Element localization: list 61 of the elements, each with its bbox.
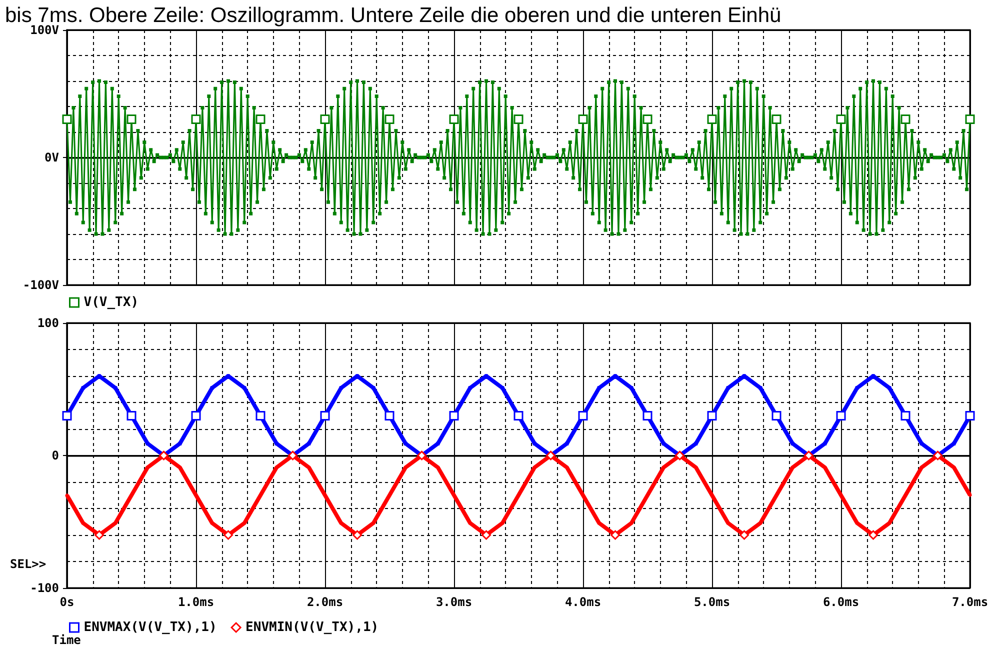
point	[224, 530, 233, 540]
point	[610, 530, 620, 540]
point	[81, 386, 85, 390]
point	[94, 530, 104, 540]
x-tick-label: 4.0ms	[564, 595, 602, 609]
y-tick-label: -100V	[22, 278, 59, 292]
point	[933, 450, 942, 460]
point	[339, 386, 343, 390]
x-tick-label: 5.0ms	[694, 595, 730, 609]
point	[210, 386, 214, 390]
x-tick-label: 2.0ms	[306, 595, 344, 609]
point	[952, 442, 956, 446]
point	[630, 386, 634, 390]
x-tick-label: 6.0ms	[822, 595, 860, 609]
x-axis-title: Time	[52, 633, 81, 647]
y-tick-label: 0	[52, 448, 59, 462]
point	[546, 450, 556, 460]
point	[352, 530, 362, 540]
x-tick-label: 0s	[60, 595, 74, 609]
y-tick-label: 100V	[30, 23, 59, 37]
legend-label: ENVMAX(V(V_TX),1)	[84, 620, 217, 635]
text: SEL>>	[10, 557, 46, 571]
point	[114, 386, 118, 390]
point	[855, 386, 859, 390]
point	[288, 450, 298, 460]
legend-label: V(V_TX)	[84, 295, 139, 310]
point	[274, 442, 278, 446]
point	[307, 442, 311, 446]
point	[740, 530, 749, 540]
point	[675, 450, 684, 460]
point	[597, 386, 601, 390]
point	[804, 450, 814, 460]
point	[662, 442, 666, 446]
point	[920, 442, 924, 446]
point	[694, 442, 698, 446]
point	[823, 442, 827, 446]
point	[482, 530, 491, 540]
point	[868, 530, 878, 540]
x-tick-label: 3.0ms	[436, 595, 472, 609]
point	[565, 442, 569, 446]
point	[758, 386, 762, 390]
point	[500, 386, 504, 390]
point	[532, 442, 536, 446]
legend-label: ENVMIN(V(V_TX),1)	[246, 620, 379, 635]
point	[468, 386, 472, 390]
x-tick-label: 7.0ms	[952, 595, 988, 609]
y-tick-label: -100	[30, 581, 59, 595]
point	[242, 386, 246, 390]
point	[417, 450, 426, 460]
point	[178, 442, 182, 446]
point	[372, 386, 376, 390]
point	[726, 386, 730, 390]
point	[790, 442, 794, 446]
point	[159, 450, 168, 460]
point	[146, 442, 150, 446]
point	[436, 442, 440, 446]
y-tick-label: 100	[37, 316, 59, 330]
y-tick-label: 0V	[44, 150, 59, 164]
point	[888, 386, 892, 390]
x-tick-label: 1.0ms	[178, 595, 214, 609]
point	[404, 442, 408, 446]
